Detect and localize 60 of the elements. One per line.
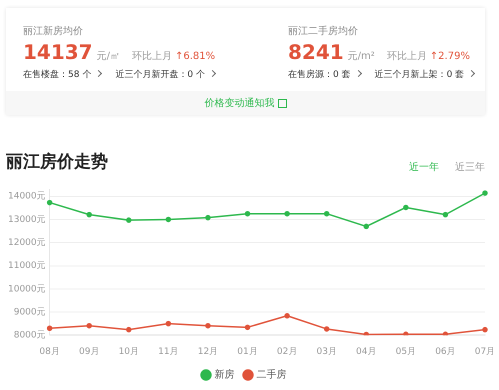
y-tick-label: 11000元 (8, 260, 46, 272)
text: 14137 (23, 40, 93, 64)
text: 环比上月 (132, 50, 172, 63)
text: 元/㎡ (96, 50, 120, 63)
text: 在售房源：0 套 (288, 68, 352, 81)
x-tick-label: 10月 (118, 346, 140, 357)
point (166, 320, 172, 326)
point (86, 322, 92, 328)
point (482, 326, 488, 332)
text: 近一年 (409, 160, 439, 174)
chart-title: 丽江房价走势 (6, 151, 108, 173)
point (403, 204, 409, 210)
point (324, 326, 330, 332)
text: 丽江二手房均价 (288, 24, 359, 38)
point (126, 326, 132, 332)
x-tick-label: 01月 (237, 346, 258, 357)
text: ↑6.81% (174, 51, 216, 62)
legend-label: 二手房 (256, 368, 286, 381)
text: 环比上月 (386, 50, 427, 63)
point (364, 224, 370, 230)
point (86, 212, 92, 218)
point (244, 324, 250, 330)
text: 近三个月新开盘：0 个 (115, 68, 206, 81)
point (284, 313, 290, 319)
text: 8241 (288, 40, 344, 64)
point (244, 210, 250, 216)
point (324, 210, 330, 216)
point (482, 190, 488, 196)
x-tick-label: 02月 (276, 346, 298, 357)
y-tick-label: 10000元 (8, 283, 46, 294)
y-tick-label: 8000元 (14, 330, 46, 341)
point (442, 212, 448, 218)
x-tick-label: 09月 (78, 346, 100, 357)
x-tick-label: 04月 (356, 346, 376, 357)
point (46, 326, 52, 332)
x-tick-label: 07月 (474, 346, 496, 357)
text: 在售楼盘：58 个 (23, 68, 92, 81)
y-tick-label: 13000元 (8, 214, 46, 225)
x-tick-label: 06月 (435, 346, 456, 357)
text: 价格变动通知我 (6, 91, 485, 115)
point (126, 217, 132, 223)
legend-label: 新房 (214, 368, 234, 381)
text: 丽江新房均价 (23, 24, 84, 38)
x-tick-label: 05月 (396, 346, 416, 357)
x-tick-label: 11月 (158, 346, 179, 357)
point (46, 200, 52, 206)
y-tick-label: 12000元 (8, 236, 46, 248)
point (205, 322, 211, 328)
text: ↑2.79% (430, 51, 470, 62)
point (205, 214, 211, 220)
x-tick-label: 08月 (39, 346, 60, 357)
point (166, 216, 172, 222)
x-tick-label: 03月 (316, 346, 337, 357)
y-tick-label: 14000元 (8, 190, 46, 202)
text: 近三个月新上架：0 套 (374, 68, 466, 81)
text: 近三年 (455, 160, 485, 174)
text: 元/m² (348, 50, 375, 63)
point (284, 210, 290, 216)
x-tick-label: 12月 (198, 346, 218, 357)
y-tick-label: 9000元 (14, 306, 46, 318)
